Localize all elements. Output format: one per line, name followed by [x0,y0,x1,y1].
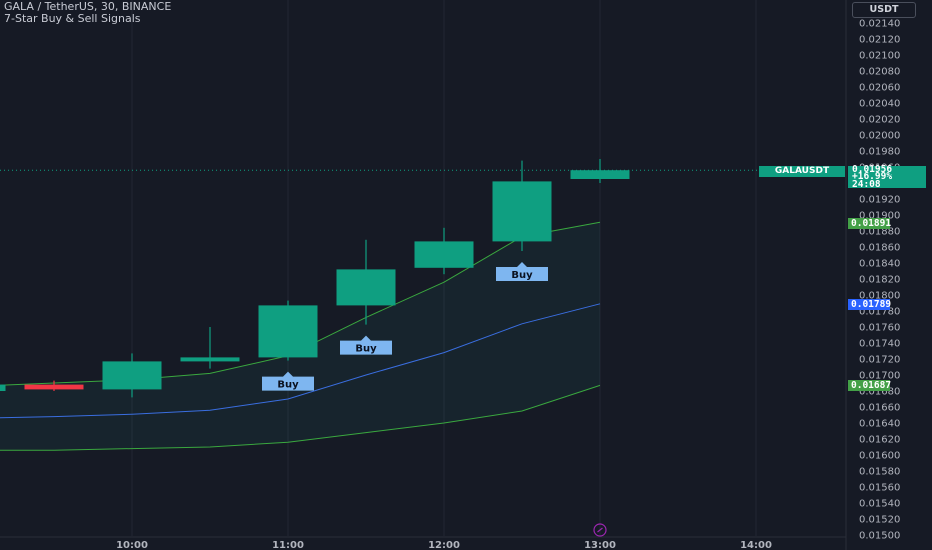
price-tick-label: 0.01760 [859,323,900,334]
buy-signal-text: Buy [277,380,299,391]
time-tick-label: 14:00 [740,540,772,550]
price-tick-label: 0.02140 [859,19,900,30]
price-tick-label: 0.01700 [859,371,900,382]
mid-line-tag: 0.01789 [848,299,891,310]
price-tick-label: 0.01680 [859,387,900,398]
symbol-title[interactable]: GALA / TetherUS, 30, BINANCE [4,0,172,13]
live-price-change: +16.99% [852,171,893,183]
price-tick-label: 0.01820 [859,275,900,286]
time-tick-label: 12:00 [428,540,460,550]
price-tick-label: 0.01740 [859,339,900,350]
candle-body [414,241,474,268]
upper-band-tag: 0.01891 [848,218,891,229]
price-tick-label: 0.01540 [859,499,900,510]
candle-body [102,361,162,390]
price-tick-label: 0.02000 [859,131,900,142]
price-tick-label: 0.01840 [859,259,900,270]
price-tick-label: 0.02020 [859,115,900,126]
price-tick-label: 0.01900 [859,211,900,222]
buy-signal-shape [496,262,548,281]
time-tick-label: 11:00 [272,540,304,550]
candle-body [24,384,84,390]
buy-signal-shape [340,335,392,355]
live-price-tag: 0.01956 +16.99% 24:08 [848,164,926,190]
buy-signal-text: Buy [511,270,533,281]
session-marker-icon [593,523,607,537]
candle-body [492,181,552,242]
candle-body [0,384,6,391]
currency-button[interactable]: USDT [852,2,916,18]
price-tick-label: 0.01560 [859,483,900,494]
candle-countdown: 24:08 [852,178,881,190]
price-tick-label: 0.02060 [859,83,900,94]
price-tick-label: 0.02100 [859,51,900,62]
price-tick-label: 0.01660 [859,403,900,414]
price-tick-label: 0.01500 [859,531,900,542]
price-tick-label: 0.02080 [859,67,900,78]
mid-line [0,303,601,420]
candle-body [336,269,396,306]
time-tick-label: 13:00 [584,540,616,550]
price-tick-label: 0.01780 [859,307,900,318]
price-tick-label: 0.01880 [859,227,900,238]
buy-signal-shape [262,371,314,391]
live-price-value: 0.01956 [852,164,893,175]
symbol-price-label: GALAUSDT [759,166,845,177]
time-tick-label: 10:00 [116,540,148,550]
price-tick-label: 0.02040 [859,99,900,110]
buy-signal-label: Buy [496,262,548,281]
price-tick-label: 0.01800 [859,291,900,302]
buy-signal-label: Buy [340,335,392,355]
candle-body [258,305,318,358]
lower-band-tag: 0.01687 [848,380,891,391]
session-marker-glyph [597,527,603,533]
price-tick-label: 0.01920 [859,195,900,206]
price-tick-label: 0.01860 [859,243,900,254]
upper-band-line [0,221,601,390]
price-tick-label: 0.01580 [859,467,900,478]
price-tick-label: 0.01640 [859,419,900,430]
price-tick-label: 0.01980 [859,147,900,158]
price-tick-label: 0.01600 [859,451,900,462]
candle-body [180,357,240,362]
price-tick-label: 0.01720 [859,355,900,366]
price-tick-label: 0.01520 [859,515,900,526]
buy-signal-text: Buy [355,344,377,355]
chart-header: GALA / TetherUS, 30, BINANCE 7-Star Buy … [4,1,171,25]
price-tick-label: 0.02120 [859,35,900,46]
buy-signal-label: Buy [262,371,314,391]
candle-body [570,170,630,179]
lower-band-line [0,384,601,451]
price-tick-label: 0.01620 [859,435,900,446]
indicator-name[interactable]: 7-Star Buy & Sell Signals [4,12,141,25]
